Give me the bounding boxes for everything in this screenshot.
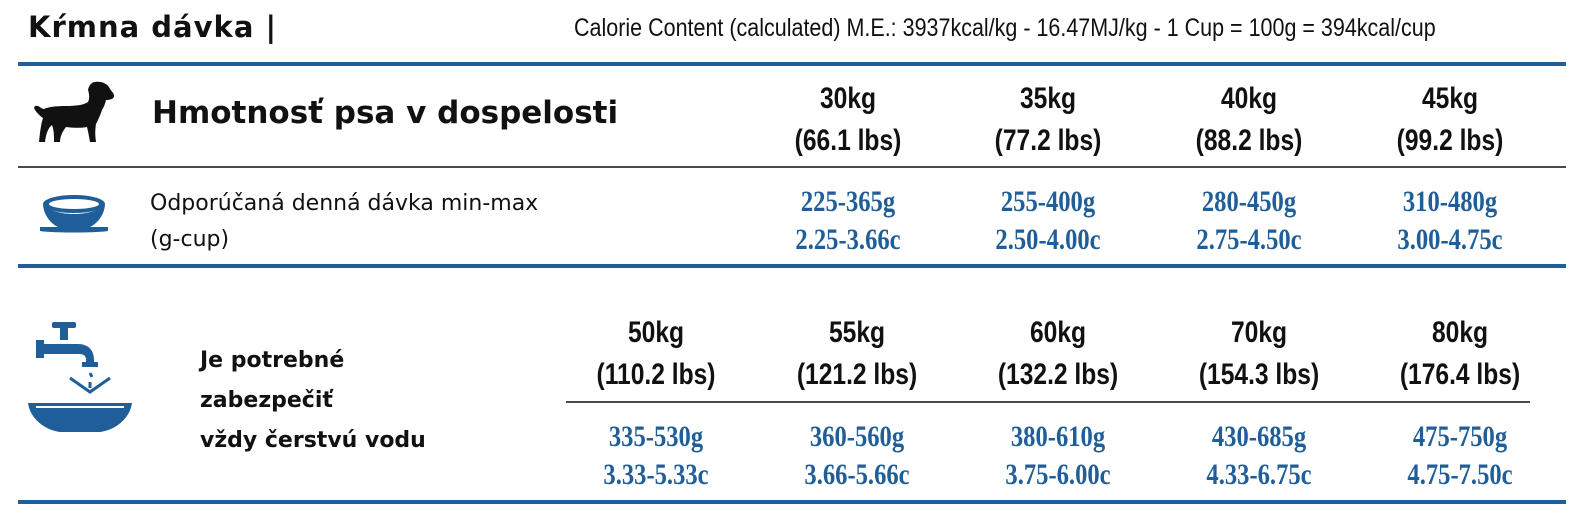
t2-col2-lbs: (121.2 lbs) bbox=[796, 358, 918, 391]
t1-col3-ration: 280-450g 2.75-4.50c bbox=[1139, 183, 1359, 259]
calorie-content: Calorie Content (calculated) M.E.: 3937k… bbox=[574, 14, 1436, 42]
t1-col2-weight: 35kg (77.2 lbs) bbox=[938, 78, 1158, 162]
t1-col2-ration: 255-400g 2.50-4.00c bbox=[938, 183, 1158, 259]
t1-col4-ration: 310-480g 3.00-4.75c bbox=[1340, 183, 1560, 259]
water-label-line3: vždy čerstvú vodu bbox=[200, 428, 426, 453]
top-rule bbox=[18, 62, 1566, 66]
t1-col1-lbs: (66.1 lbs) bbox=[794, 124, 902, 157]
t2-col3-grams: 380-610g bbox=[1010, 420, 1106, 453]
t1-col2-grams: 255-400g bbox=[1000, 185, 1096, 218]
t2-col2-weight: 55kg (121.2 lbs) bbox=[747, 312, 967, 396]
t2-col4-ration: 430-685g 4.33-6.75c bbox=[1149, 418, 1369, 494]
t2-col3-kg: 60kg bbox=[1029, 316, 1087, 349]
t1-col1-kg: 30kg bbox=[819, 82, 877, 115]
water-label-line1: Je potrebné bbox=[200, 348, 345, 373]
water-tap-icon bbox=[26, 318, 134, 440]
t1-col3-cups: 2.75-4.50c bbox=[1196, 223, 1302, 256]
t1-col3-grams: 280-450g bbox=[1201, 185, 1297, 218]
t1-col1-cups: 2.25-3.66c bbox=[795, 223, 901, 256]
t1-col4-weight: 45kg (99.2 lbs) bbox=[1340, 78, 1560, 162]
t1-col3-weight: 40kg (88.2 lbs) bbox=[1139, 78, 1359, 162]
t2-col2-kg: 55kg bbox=[828, 316, 886, 349]
weight-label: Hmotnosť psa v dospelosti bbox=[152, 95, 619, 131]
t1-col4-kg: 45kg bbox=[1421, 82, 1479, 115]
bottom-rule bbox=[18, 500, 1566, 504]
t2-col1-cups: 3.33-5.33c bbox=[603, 458, 709, 491]
t1-col1-grams: 225-365g bbox=[800, 185, 896, 218]
t2-col5-kg: 80kg bbox=[1431, 316, 1489, 349]
t2-col5-grams: 475-750g bbox=[1412, 420, 1508, 453]
t2-col1-ration: 335-530g 3.33-5.33c bbox=[546, 418, 766, 494]
t2-col1-grams: 335-530g bbox=[608, 420, 704, 453]
t1-col1-ration: 225-365g 2.25-3.66c bbox=[738, 183, 958, 259]
water-label: Je potrebné zabezpečiť vždy čerstvú vodu bbox=[200, 341, 426, 461]
t1-col2-cups: 2.50-4.00c bbox=[995, 223, 1101, 256]
t1-col4-lbs: (99.2 lbs) bbox=[1396, 124, 1504, 157]
header-divider bbox=[18, 166, 1566, 168]
dog-icon bbox=[32, 80, 116, 146]
page-title: Kŕmna dávka | bbox=[28, 10, 278, 44]
t2-col4-cups: 4.33-6.75c bbox=[1206, 458, 1312, 491]
table2-divider bbox=[566, 401, 1530, 403]
t2-col5-cups: 4.75-7.50c bbox=[1407, 458, 1513, 491]
t2-col4-lbs: (154.3 lbs) bbox=[1198, 358, 1320, 391]
t2-col5-lbs: (176.4 lbs) bbox=[1399, 358, 1521, 391]
ration-label-line1: Odporúčaná denná dávka min-max bbox=[150, 191, 539, 216]
t2-col5-weight: 80kg (176.4 lbs) bbox=[1350, 312, 1570, 396]
t2-col2-cups: 3.66-5.66c bbox=[804, 458, 910, 491]
t2-col1-kg: 50kg bbox=[627, 316, 685, 349]
t2-col3-lbs: (132.2 lbs) bbox=[997, 358, 1119, 391]
t1-col2-kg: 35kg bbox=[1019, 82, 1077, 115]
t2-col3-weight: 60kg (132.2 lbs) bbox=[948, 312, 1168, 396]
t1-col4-grams: 310-480g bbox=[1402, 185, 1498, 218]
t2-col2-ration: 360-560g 3.66-5.66c bbox=[747, 418, 967, 494]
t2-col4-weight: 70kg (154.3 lbs) bbox=[1149, 312, 1369, 396]
t2-col5-ration: 475-750g 4.75-7.50c bbox=[1350, 418, 1570, 494]
t1-col3-kg: 40kg bbox=[1220, 82, 1278, 115]
t2-col1-weight: 50kg (110.2 lbs) bbox=[546, 312, 766, 396]
t1-col1-weight: 30kg (66.1 lbs) bbox=[738, 78, 958, 162]
water-label-line2: zabezpečiť bbox=[200, 388, 333, 413]
t2-col3-cups: 3.75-6.00c bbox=[1005, 458, 1111, 491]
table1-bottom-rule bbox=[18, 264, 1566, 268]
t2-col2-grams: 360-560g bbox=[809, 420, 905, 453]
ration-label: Odporúčaná denná dávka min-max (g-cup) bbox=[150, 186, 538, 258]
t1-col4-cups: 3.00-4.75c bbox=[1397, 223, 1503, 256]
t2-col3-ration: 380-610g 3.75-6.00c bbox=[948, 418, 1168, 494]
t2-col4-kg: 70kg bbox=[1230, 316, 1288, 349]
t2-col4-grams: 430-685g bbox=[1211, 420, 1307, 453]
ration-label-line2: (g-cup) bbox=[150, 227, 230, 252]
t1-col2-lbs: (77.2 lbs) bbox=[994, 124, 1102, 157]
t2-col1-lbs: (110.2 lbs) bbox=[596, 358, 716, 391]
bowl-icon bbox=[38, 193, 110, 235]
t1-col3-lbs: (88.2 lbs) bbox=[1195, 124, 1303, 157]
